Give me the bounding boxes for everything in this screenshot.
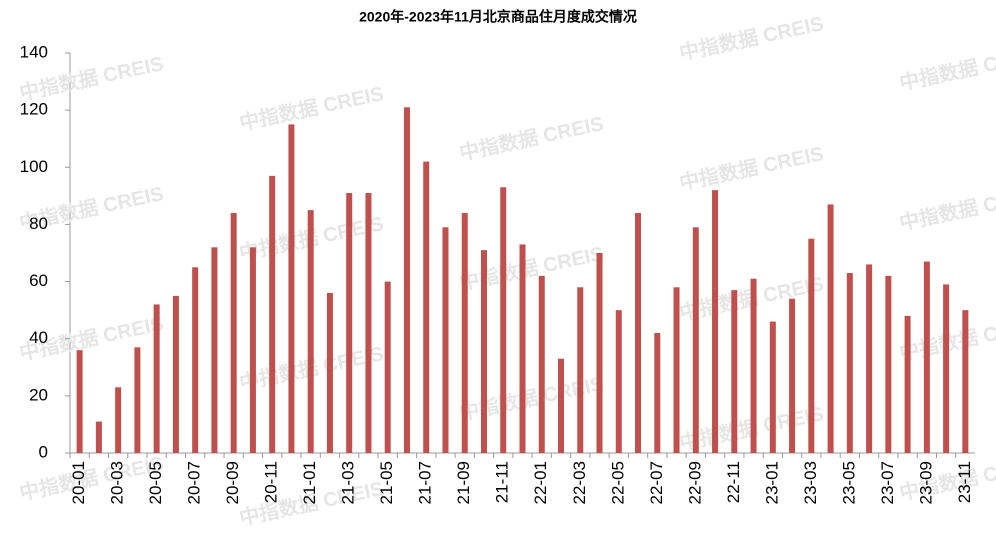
bar xyxy=(577,287,584,453)
bar xyxy=(750,278,757,453)
x-tick-label: 20-05 xyxy=(146,461,165,504)
y-tick-label: 60 xyxy=(29,271,48,290)
bar xyxy=(827,204,834,453)
x-tick-label: 22-09 xyxy=(685,461,704,504)
x-tick-label: 20-09 xyxy=(223,461,242,504)
bar xyxy=(596,253,603,453)
x-tick-label: 23-07 xyxy=(878,461,897,504)
bar xyxy=(923,261,930,453)
y-tick-label: 40 xyxy=(29,328,48,347)
bar xyxy=(769,321,776,453)
watermark: 中指数据 CREIS xyxy=(897,451,996,505)
bar xyxy=(654,333,661,453)
bar xyxy=(95,421,102,453)
y-tick-label: 120 xyxy=(20,100,48,119)
watermark: 中指数据 CREIS xyxy=(897,181,996,235)
bar xyxy=(76,350,83,453)
bar xyxy=(635,213,642,453)
bar xyxy=(673,287,680,453)
bar xyxy=(519,244,526,453)
x-tick-label: 21-05 xyxy=(377,461,396,504)
bar xyxy=(808,238,815,453)
x-tick-label: 20-01 xyxy=(69,461,88,504)
bar xyxy=(365,193,372,453)
bar xyxy=(134,347,141,453)
x-tick-label: 21-09 xyxy=(454,461,473,504)
watermark: 中指数据 CREIS xyxy=(457,371,605,425)
x-tick-label: 22-11 xyxy=(724,461,743,503)
watermark: 中指数据 CREIS xyxy=(677,11,825,65)
bar xyxy=(384,281,391,453)
bar xyxy=(538,275,545,453)
bar xyxy=(962,310,969,453)
bar xyxy=(211,247,218,453)
x-tick-label: 23-09 xyxy=(916,461,935,504)
bar xyxy=(846,273,853,453)
bar xyxy=(326,293,333,453)
x-tick-label: 20-07 xyxy=(185,461,204,504)
bar xyxy=(615,310,622,453)
x-tick-label: 22-03 xyxy=(570,461,589,504)
bar xyxy=(192,267,199,453)
bar xyxy=(269,175,276,453)
bar xyxy=(249,247,256,453)
bar xyxy=(731,290,738,453)
x-tick-label: 21-07 xyxy=(416,461,435,504)
bar xyxy=(885,275,892,453)
x-tick-label: 23-03 xyxy=(801,461,820,504)
bar xyxy=(789,298,796,453)
y-tick-label: 140 xyxy=(20,42,48,61)
y-tick-label: 100 xyxy=(20,157,48,176)
bar xyxy=(500,187,507,454)
x-tick-label: 22-05 xyxy=(608,461,627,504)
x-tick-label: 22-01 xyxy=(531,461,550,504)
x-tick-label: 22-07 xyxy=(647,461,666,504)
x-tick-label: 23-05 xyxy=(839,461,858,504)
bar xyxy=(230,213,237,453)
bar xyxy=(423,161,430,454)
x-tick-label: 20-11 xyxy=(262,461,281,503)
watermark: 中指数据 CREIS xyxy=(457,241,605,295)
bar xyxy=(692,227,699,453)
watermark: 中指数据 CREIS xyxy=(457,111,605,165)
y-tick-label: 0 xyxy=(39,442,48,461)
x-tick-label: 20-03 xyxy=(108,461,127,504)
watermark: 中指数据 CREIS xyxy=(677,141,825,195)
x-tick-label: 23-11 xyxy=(955,461,974,503)
bar xyxy=(172,295,179,453)
y-tick-label: 80 xyxy=(29,214,48,233)
x-tick-label: 21-11 xyxy=(493,461,512,503)
bar xyxy=(346,193,353,453)
y-tick-label: 20 xyxy=(29,385,48,404)
bar xyxy=(461,213,468,453)
bar xyxy=(866,264,873,453)
bar xyxy=(442,227,449,453)
bar xyxy=(307,210,314,453)
x-tick-label: 21-03 xyxy=(339,461,358,504)
bar xyxy=(904,315,911,453)
bar xyxy=(288,124,295,453)
x-tick-label: 23-01 xyxy=(762,461,781,504)
bar xyxy=(712,190,719,453)
bar xyxy=(153,304,160,453)
watermark: 中指数据 CREIS xyxy=(237,81,385,135)
bar xyxy=(115,387,122,453)
bar xyxy=(403,107,410,454)
bar xyxy=(943,284,950,453)
watermark: 中指数据 CREIS xyxy=(897,41,996,95)
bar xyxy=(558,358,565,453)
bar xyxy=(480,250,487,453)
chart-title: 2020年-2023年11月北京商品住月度成交情况 xyxy=(359,9,637,25)
x-tick-label: 21-01 xyxy=(300,461,319,504)
